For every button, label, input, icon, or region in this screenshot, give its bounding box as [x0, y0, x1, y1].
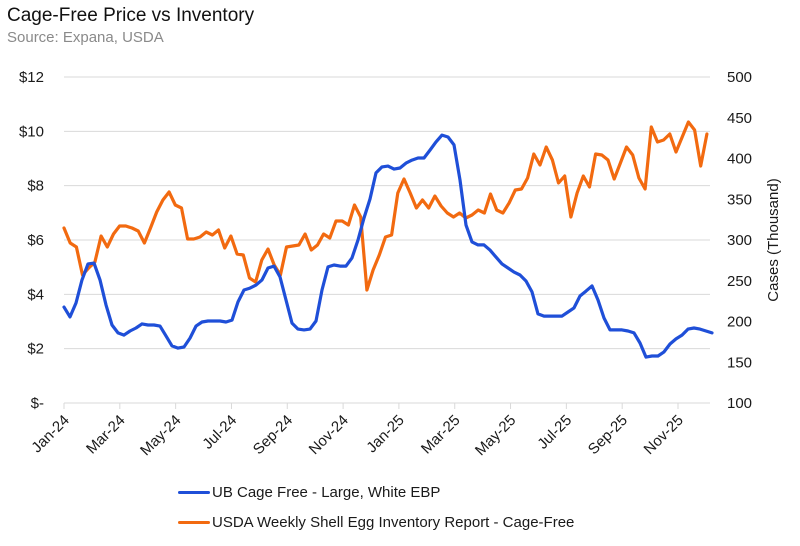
legend-swatch-price — [178, 491, 210, 494]
y-left-tick-label: $2 — [27, 341, 44, 358]
y-left-tick-label: $10 — [19, 123, 44, 140]
chart-title: Cage-Free Price vs Inventory — [7, 5, 255, 26]
gridlines — [64, 76, 710, 404]
y-axis-right: 100 150 200 250 300 350 400 450 500 — [727, 69, 752, 412]
y-right-tick-label: 250 — [727, 273, 752, 290]
y-right-tick-label: 200 — [727, 314, 752, 331]
y-axis-left: $- $2 $4 $6 $8 $10 $12 — [19, 69, 44, 412]
y-right-tick-label: 450 — [727, 110, 752, 127]
y-left-tick-label: $12 — [19, 69, 44, 86]
y-left-tick-label: $8 — [27, 178, 44, 195]
series-line-inventory — [62, 120, 709, 292]
x-tick-label: Mar-24 — [83, 412, 129, 458]
legend-swatch-inventory — [178, 521, 210, 524]
x-tick-label: May-25 — [472, 412, 519, 459]
x-tick-label: Sep-25 — [585, 412, 631, 458]
x-tick-label: Jul-25 — [534, 412, 575, 453]
x-tick-label: Jul-24 — [199, 412, 240, 453]
y-left-tick-label: $4 — [27, 286, 44, 303]
x-tick-label: May-24 — [137, 412, 184, 459]
x-tick-label: Jan-25 — [363, 412, 407, 456]
y-left-tick-label: $- — [31, 395, 44, 412]
x-tick-label: Sep-24 — [250, 412, 296, 458]
y-right-tick-label: 500 — [727, 69, 752, 86]
y-right-tick-label: 300 — [727, 232, 752, 249]
y-right-tick-label: 150 — [727, 354, 752, 371]
legend-item-price: UB Cage Free - Large, White EBP — [178, 484, 440, 501]
y-right-tick-label: 400 — [727, 151, 752, 168]
series-lines — [62, 120, 714, 359]
x-tick-label: Nov-24 — [306, 412, 352, 458]
x-tick-label: Mar-25 — [418, 412, 464, 458]
y-right-tick-label: 350 — [727, 191, 752, 208]
x-axis: Jan-24 Mar-24 May-24 Jul-24 Sep-24 Nov-24 Jan-… — [28, 403, 687, 459]
y-axis-right-label: Cases (Thousand) — [765, 178, 782, 301]
series-line-price — [62, 133, 714, 359]
legend-item-inventory: USDA Weekly Shell Egg Inventory Report -… — [178, 514, 574, 531]
x-tick-label: Jan-24 — [28, 412, 72, 456]
legend-label-inventory: USDA Weekly Shell Egg Inventory Report -… — [212, 514, 575, 531]
y-left-tick-label: $6 — [27, 232, 44, 249]
x-tick-label: Nov-25 — [641, 412, 687, 458]
y-right-tick-label: 100 — [727, 395, 752, 412]
chart-subtitle: Source: Expana, USDA — [7, 29, 164, 46]
legend-label-price: UB Cage Free - Large, White EBP — [212, 484, 441, 501]
